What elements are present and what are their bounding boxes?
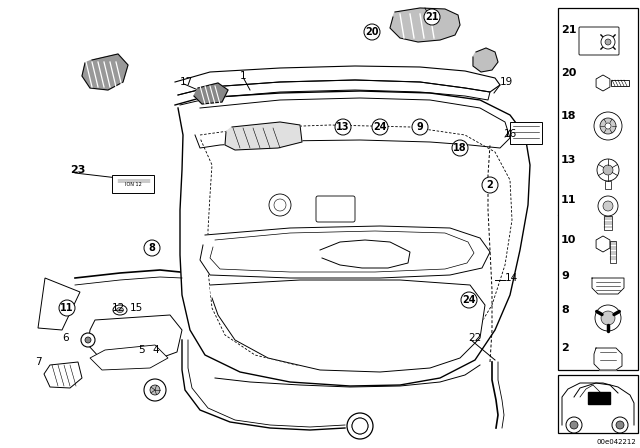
Text: 4: 4	[152, 345, 159, 355]
Circle shape	[452, 140, 468, 156]
Bar	[558, 375, 638, 433]
Text: 14: 14	[505, 273, 518, 283]
Text: 6: 6	[62, 333, 68, 343]
Text: 13: 13	[561, 155, 577, 165]
Polygon shape	[225, 122, 302, 150]
FancyBboxPatch shape	[579, 27, 619, 55]
Text: 9: 9	[561, 271, 569, 281]
Bar	[604, 216, 612, 230]
Polygon shape	[592, 278, 624, 294]
Polygon shape	[88, 315, 182, 360]
Text: 17: 17	[180, 77, 193, 87]
Text: 22: 22	[468, 333, 481, 343]
Polygon shape	[38, 278, 80, 330]
Circle shape	[335, 119, 351, 135]
Circle shape	[570, 421, 578, 429]
Text: 9: 9	[417, 122, 424, 132]
Bar	[112, 175, 154, 193]
Circle shape	[347, 413, 373, 439]
Text: 00e042212: 00e042212	[596, 439, 636, 445]
Circle shape	[274, 199, 286, 211]
Text: 24: 24	[373, 122, 387, 132]
Circle shape	[598, 196, 618, 216]
Text: 2: 2	[486, 180, 493, 190]
Text: 18: 18	[453, 143, 467, 153]
Bar	[611, 80, 629, 86]
Circle shape	[364, 24, 380, 40]
Text: 20: 20	[561, 68, 577, 78]
Text: ION 12: ION 12	[125, 181, 141, 186]
Ellipse shape	[116, 307, 124, 313]
Bar	[610, 241, 616, 263]
Circle shape	[612, 417, 628, 433]
Circle shape	[605, 123, 611, 129]
Polygon shape	[594, 348, 622, 370]
Circle shape	[616, 421, 624, 429]
Circle shape	[605, 39, 611, 45]
Circle shape	[601, 35, 615, 49]
Text: 8: 8	[148, 243, 156, 253]
Circle shape	[594, 112, 622, 140]
Text: 15: 15	[130, 303, 143, 313]
Text: 5: 5	[138, 345, 145, 355]
Text: 2: 2	[561, 343, 569, 353]
Text: 21: 21	[561, 25, 577, 35]
Circle shape	[482, 177, 498, 193]
Circle shape	[144, 379, 166, 401]
Circle shape	[595, 305, 621, 331]
Circle shape	[600, 118, 616, 134]
Circle shape	[601, 311, 615, 325]
Circle shape	[144, 240, 160, 256]
Text: 8: 8	[561, 305, 569, 315]
Polygon shape	[194, 83, 228, 104]
Text: 11: 11	[60, 303, 74, 313]
Polygon shape	[210, 280, 485, 372]
Text: 16: 16	[504, 129, 517, 139]
Circle shape	[566, 417, 582, 433]
Text: 21: 21	[425, 12, 439, 22]
Text: 12: 12	[112, 303, 125, 313]
Polygon shape	[390, 8, 460, 42]
Text: 10: 10	[561, 235, 577, 245]
Circle shape	[150, 385, 160, 395]
Circle shape	[461, 292, 477, 308]
Text: 24: 24	[462, 295, 476, 305]
Circle shape	[412, 119, 428, 135]
Bar	[588, 392, 610, 404]
Circle shape	[352, 418, 368, 434]
Polygon shape	[200, 226, 490, 278]
Circle shape	[59, 300, 75, 316]
Circle shape	[597, 159, 619, 181]
Bar	[510, 122, 542, 144]
Circle shape	[603, 201, 613, 211]
Polygon shape	[473, 48, 498, 72]
Text: 1: 1	[240, 71, 246, 81]
FancyBboxPatch shape	[316, 196, 355, 222]
Polygon shape	[562, 383, 634, 425]
Text: 13: 13	[336, 122, 349, 132]
Text: 11: 11	[561, 195, 577, 205]
Circle shape	[85, 337, 91, 343]
Polygon shape	[90, 345, 168, 370]
Text: 23: 23	[70, 165, 85, 175]
Circle shape	[269, 194, 291, 216]
Circle shape	[81, 333, 95, 347]
Circle shape	[603, 165, 613, 175]
Text: 7: 7	[35, 357, 42, 367]
Circle shape	[372, 119, 388, 135]
Text: 18: 18	[561, 111, 577, 121]
Text: 19: 19	[500, 77, 513, 87]
Ellipse shape	[113, 305, 127, 315]
Bar	[605, 181, 611, 189]
Polygon shape	[195, 98, 510, 148]
Polygon shape	[82, 54, 128, 90]
Bar	[558, 8, 638, 370]
Circle shape	[352, 418, 368, 434]
Polygon shape	[44, 362, 82, 388]
Circle shape	[424, 9, 440, 25]
Text: 20: 20	[365, 27, 379, 37]
